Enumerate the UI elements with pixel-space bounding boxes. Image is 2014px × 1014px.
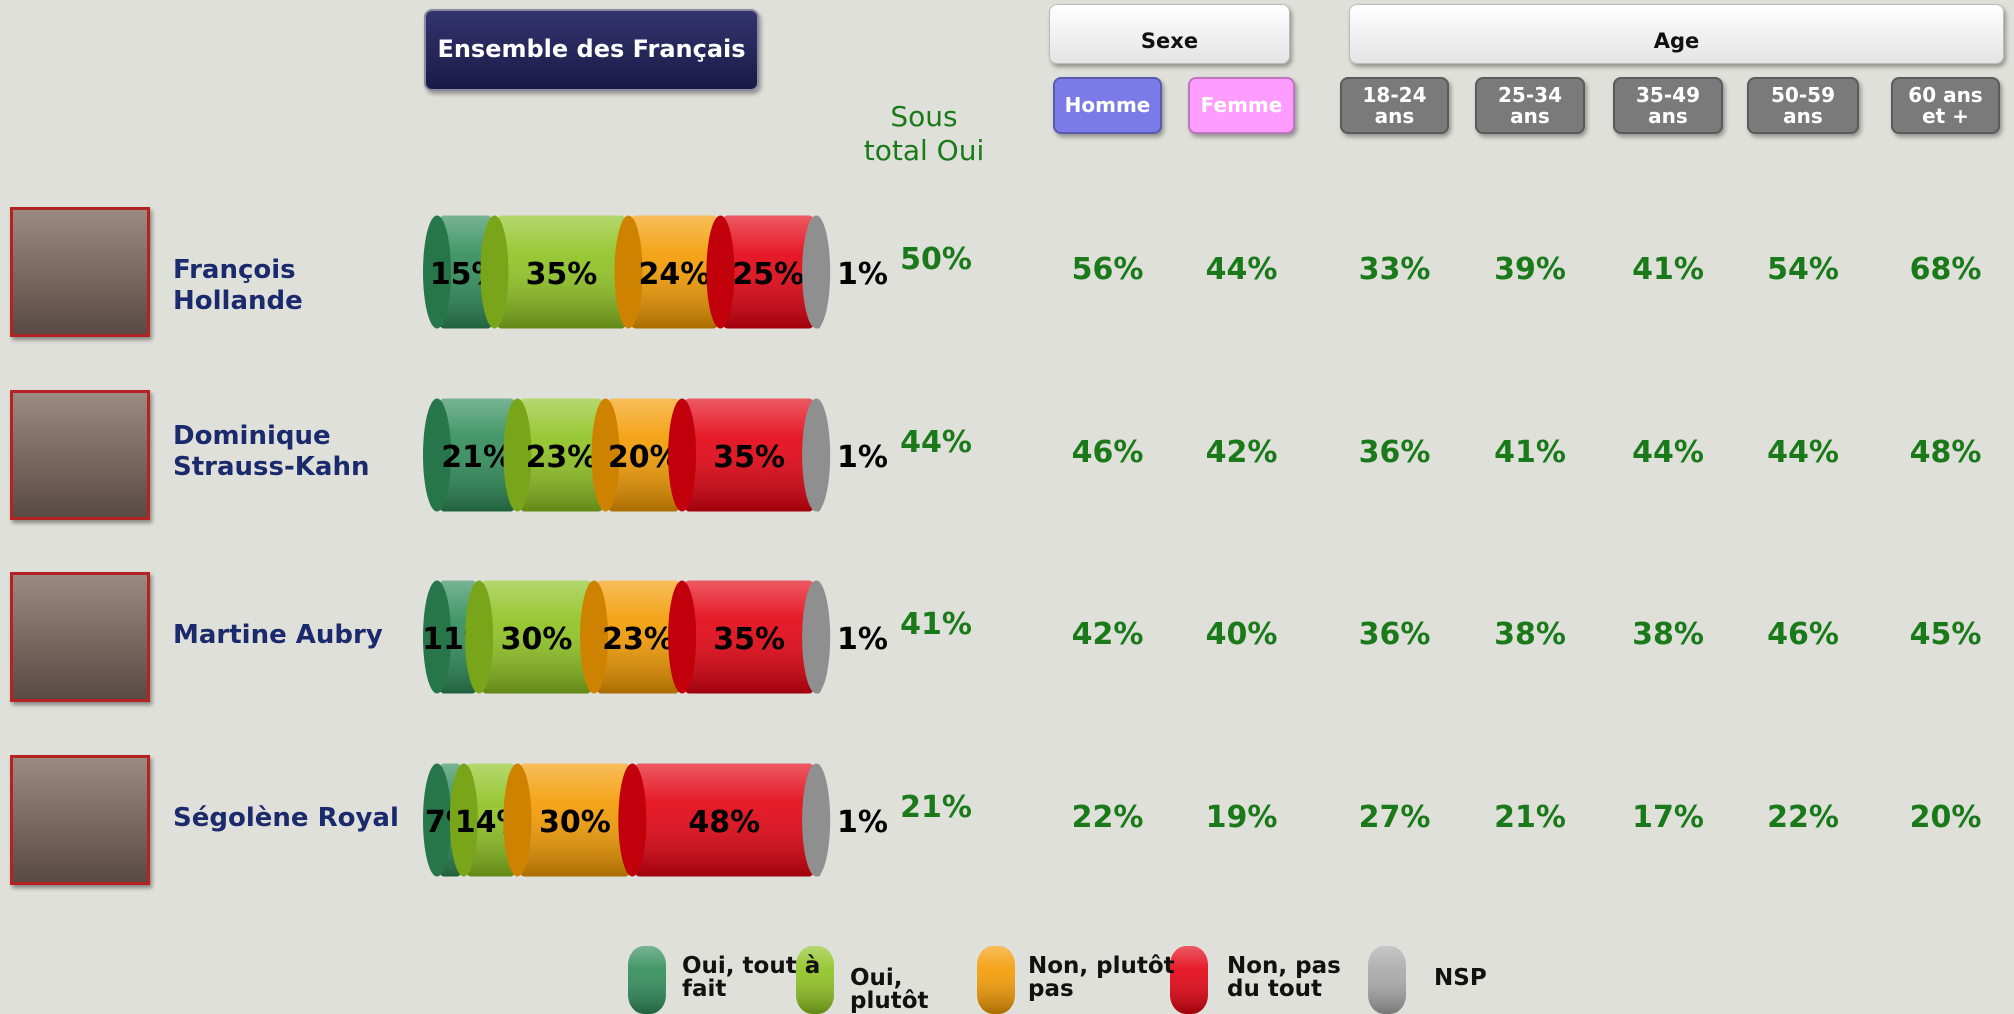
legend-label: NSP: [1434, 967, 1514, 990]
legend-label: Oui, plutôt: [850, 967, 985, 1013]
cell-value: 22%: [1733, 800, 1873, 835]
value-label: 35%: [713, 622, 785, 657]
cell-value: 42%: [1038, 617, 1178, 652]
bar-segment: [802, 581, 830, 694]
cell-value: 21%: [1460, 800, 1600, 835]
cell-value: 44%: [1598, 435, 1738, 470]
column-header: Homme: [1053, 77, 1162, 134]
candidate-name: Dominique Strauss-Kahn: [173, 421, 413, 483]
cell-value: 44%: [1733, 435, 1873, 470]
cell-value: 17%: [1598, 800, 1738, 835]
group-header: Sexe: [1049, 4, 1290, 64]
candidate-name: François Hollande: [173, 255, 413, 317]
segment-face-shade: [802, 216, 830, 329]
cell-value: 38%: [1460, 617, 1600, 652]
candidate-name: Ségolène Royal: [173, 803, 413, 834]
cell-value: 38%: [1598, 617, 1738, 652]
segment-face-shade: [480, 216, 508, 329]
legend-swatch-shade: [628, 946, 666, 1014]
candidate-name: Martine Aubry: [173, 620, 413, 651]
subtotal-value: 41%: [866, 607, 1006, 642]
segment-face-shade: [706, 216, 734, 329]
value-label: 35%: [713, 440, 785, 475]
value-label: 23%: [526, 440, 598, 475]
cell-value: 40%: [1172, 617, 1312, 652]
photo: [10, 572, 150, 702]
cell-value: 33%: [1325, 252, 1465, 287]
segment-face-shade: [802, 581, 830, 694]
cell-value: 39%: [1460, 252, 1600, 287]
segment-face-shade: [668, 399, 696, 512]
value-label: 48%: [688, 805, 760, 840]
subtotal-value: 21%: [866, 790, 1006, 825]
cell-value: 44%: [1172, 252, 1312, 287]
subtotal-header: Sous total Oui: [854, 100, 994, 167]
cell-value: 41%: [1460, 435, 1600, 470]
value-label: 30%: [501, 622, 573, 657]
segment-face-shade: [503, 764, 531, 877]
value-label: 21%: [441, 440, 513, 475]
cell-value: 56%: [1038, 252, 1178, 287]
bar-segment: [802, 764, 830, 877]
group-header: Age: [1349, 4, 2004, 64]
cell-value: 20%: [1876, 800, 2014, 835]
column-header: 35-49 ans: [1613, 77, 1723, 134]
cell-value: 22%: [1038, 800, 1178, 835]
title-button: Ensemble des Français: [424, 9, 759, 91]
column-header: 50-59 ans: [1747, 77, 1859, 134]
legend-label: Non, plutôt pas: [1028, 955, 1178, 1001]
cell-value: 46%: [1038, 435, 1178, 470]
legend-icon: [628, 946, 666, 1014]
segment-face-shade: [465, 581, 493, 694]
cell-value: 48%: [1876, 435, 2014, 470]
cell-value: 27%: [1325, 800, 1465, 835]
photo: [10, 207, 150, 337]
legend-label: Non, pas du tout: [1227, 955, 1377, 1001]
cell-value: 36%: [1325, 617, 1465, 652]
cell-value: 41%: [1598, 252, 1738, 287]
photo: [10, 390, 150, 520]
value-label: 35%: [526, 257, 598, 292]
column-header: 18-24 ans: [1340, 77, 1449, 134]
bar-segment: [802, 399, 830, 512]
legend-label: Oui, tout à fait: [682, 955, 832, 1001]
subtotal-value: 44%: [866, 425, 1006, 460]
cell-value: 45%: [1876, 617, 2014, 652]
column-header: 25-34 ans: [1475, 77, 1585, 134]
bar-segment: [802, 216, 830, 329]
cell-value: 19%: [1172, 800, 1312, 835]
segment-face-shade: [668, 581, 696, 694]
cell-value: 36%: [1325, 435, 1465, 470]
cell-value: 46%: [1733, 617, 1873, 652]
chart: 15%35%24%25%1%21%23%20%35%1%11%30%23%35%…: [0, 0, 2014, 1014]
value-label: 23%: [602, 622, 674, 657]
segment-face-shade: [618, 764, 646, 877]
segment-face-shade: [802, 399, 830, 512]
cell-value: 68%: [1876, 252, 2014, 287]
page: 15%35%24%25%1%21%23%20%35%1%11%30%23%35%…: [0, 0, 2014, 1014]
column-header: 60 ans et +: [1891, 77, 2000, 134]
photo: [10, 755, 150, 885]
value-label: 30%: [539, 805, 611, 840]
cell-value: 42%: [1172, 435, 1312, 470]
segment-face-shade: [802, 764, 830, 877]
value-label: 25%: [732, 257, 804, 292]
subtotal-value: 50%: [866, 242, 1006, 277]
column-header: Femme: [1188, 77, 1295, 134]
value-label: 24%: [639, 257, 711, 292]
cell-value: 54%: [1733, 252, 1873, 287]
